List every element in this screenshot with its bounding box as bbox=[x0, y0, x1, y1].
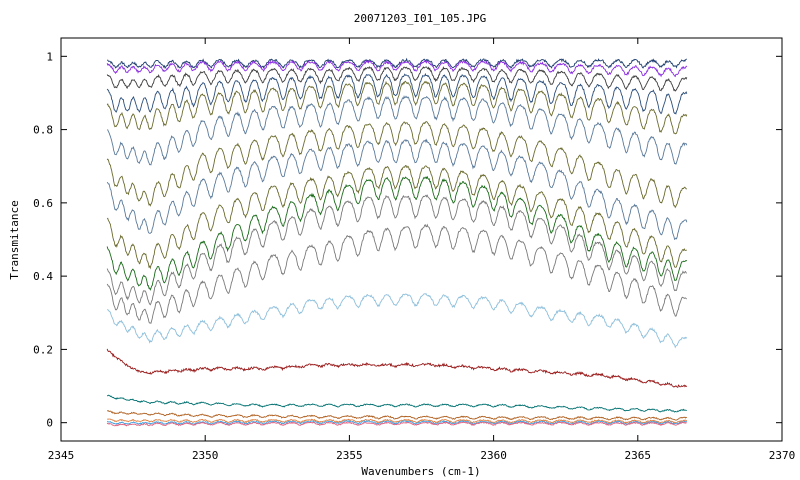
spectrum-series-line bbox=[106, 72, 688, 115]
spectrum-series-line bbox=[106, 59, 688, 78]
y-tick-label: 0.6 bbox=[33, 197, 53, 210]
y-tick-label: 0.8 bbox=[33, 124, 53, 137]
x-axis-ticks: 2345 2350 2355 2360 2365 2370 bbox=[48, 38, 796, 462]
spectrum-series-line bbox=[107, 292, 688, 349]
chart-title: 20071203_I01_105.JPG bbox=[354, 12, 486, 25]
spectrum-series-line bbox=[106, 223, 687, 324]
spectrum-series-line bbox=[106, 394, 687, 413]
spectrum-series-line bbox=[106, 121, 687, 209]
spectrum-series-line bbox=[107, 418, 687, 424]
x-tick-label: 2360 bbox=[480, 449, 507, 462]
x-tick-label: 2345 bbox=[48, 449, 75, 462]
spectrum-series-line bbox=[106, 80, 688, 135]
spectrum-series-line bbox=[106, 410, 688, 421]
x-tick-label: 2355 bbox=[336, 449, 363, 462]
spectrum-series-line bbox=[106, 138, 688, 241]
spectrum-series-line bbox=[106, 348, 688, 388]
plot-area-frame bbox=[60, 37, 783, 442]
y-axis-ticks: 0 0.2 0.4 0.6 0.8 1 bbox=[33, 50, 782, 430]
spectrum-series-line bbox=[106, 65, 688, 92]
y-tick-label: 0 bbox=[46, 417, 53, 430]
spectrum-series-line bbox=[107, 95, 688, 166]
series-layer bbox=[106, 57, 688, 427]
spectrum-series-line bbox=[107, 57, 687, 70]
spectrum-series-line bbox=[106, 165, 687, 270]
y-tick-label: 0.2 bbox=[33, 343, 53, 356]
spectrum-series-line bbox=[106, 175, 688, 291]
y-axis-label: Transmitance bbox=[8, 200, 21, 279]
x-tick-label: 2350 bbox=[192, 449, 219, 462]
y-tick-label: 0.4 bbox=[33, 270, 53, 283]
x-tick-label: 2365 bbox=[625, 449, 652, 462]
x-tick-label: 2370 bbox=[769, 449, 796, 462]
spectrum-series-line bbox=[106, 194, 688, 306]
x-axis-label: Wavenumbers (cm-1) bbox=[361, 465, 480, 478]
spectrum-series-line bbox=[106, 421, 687, 427]
y-tick-label: 1 bbox=[46, 50, 53, 63]
